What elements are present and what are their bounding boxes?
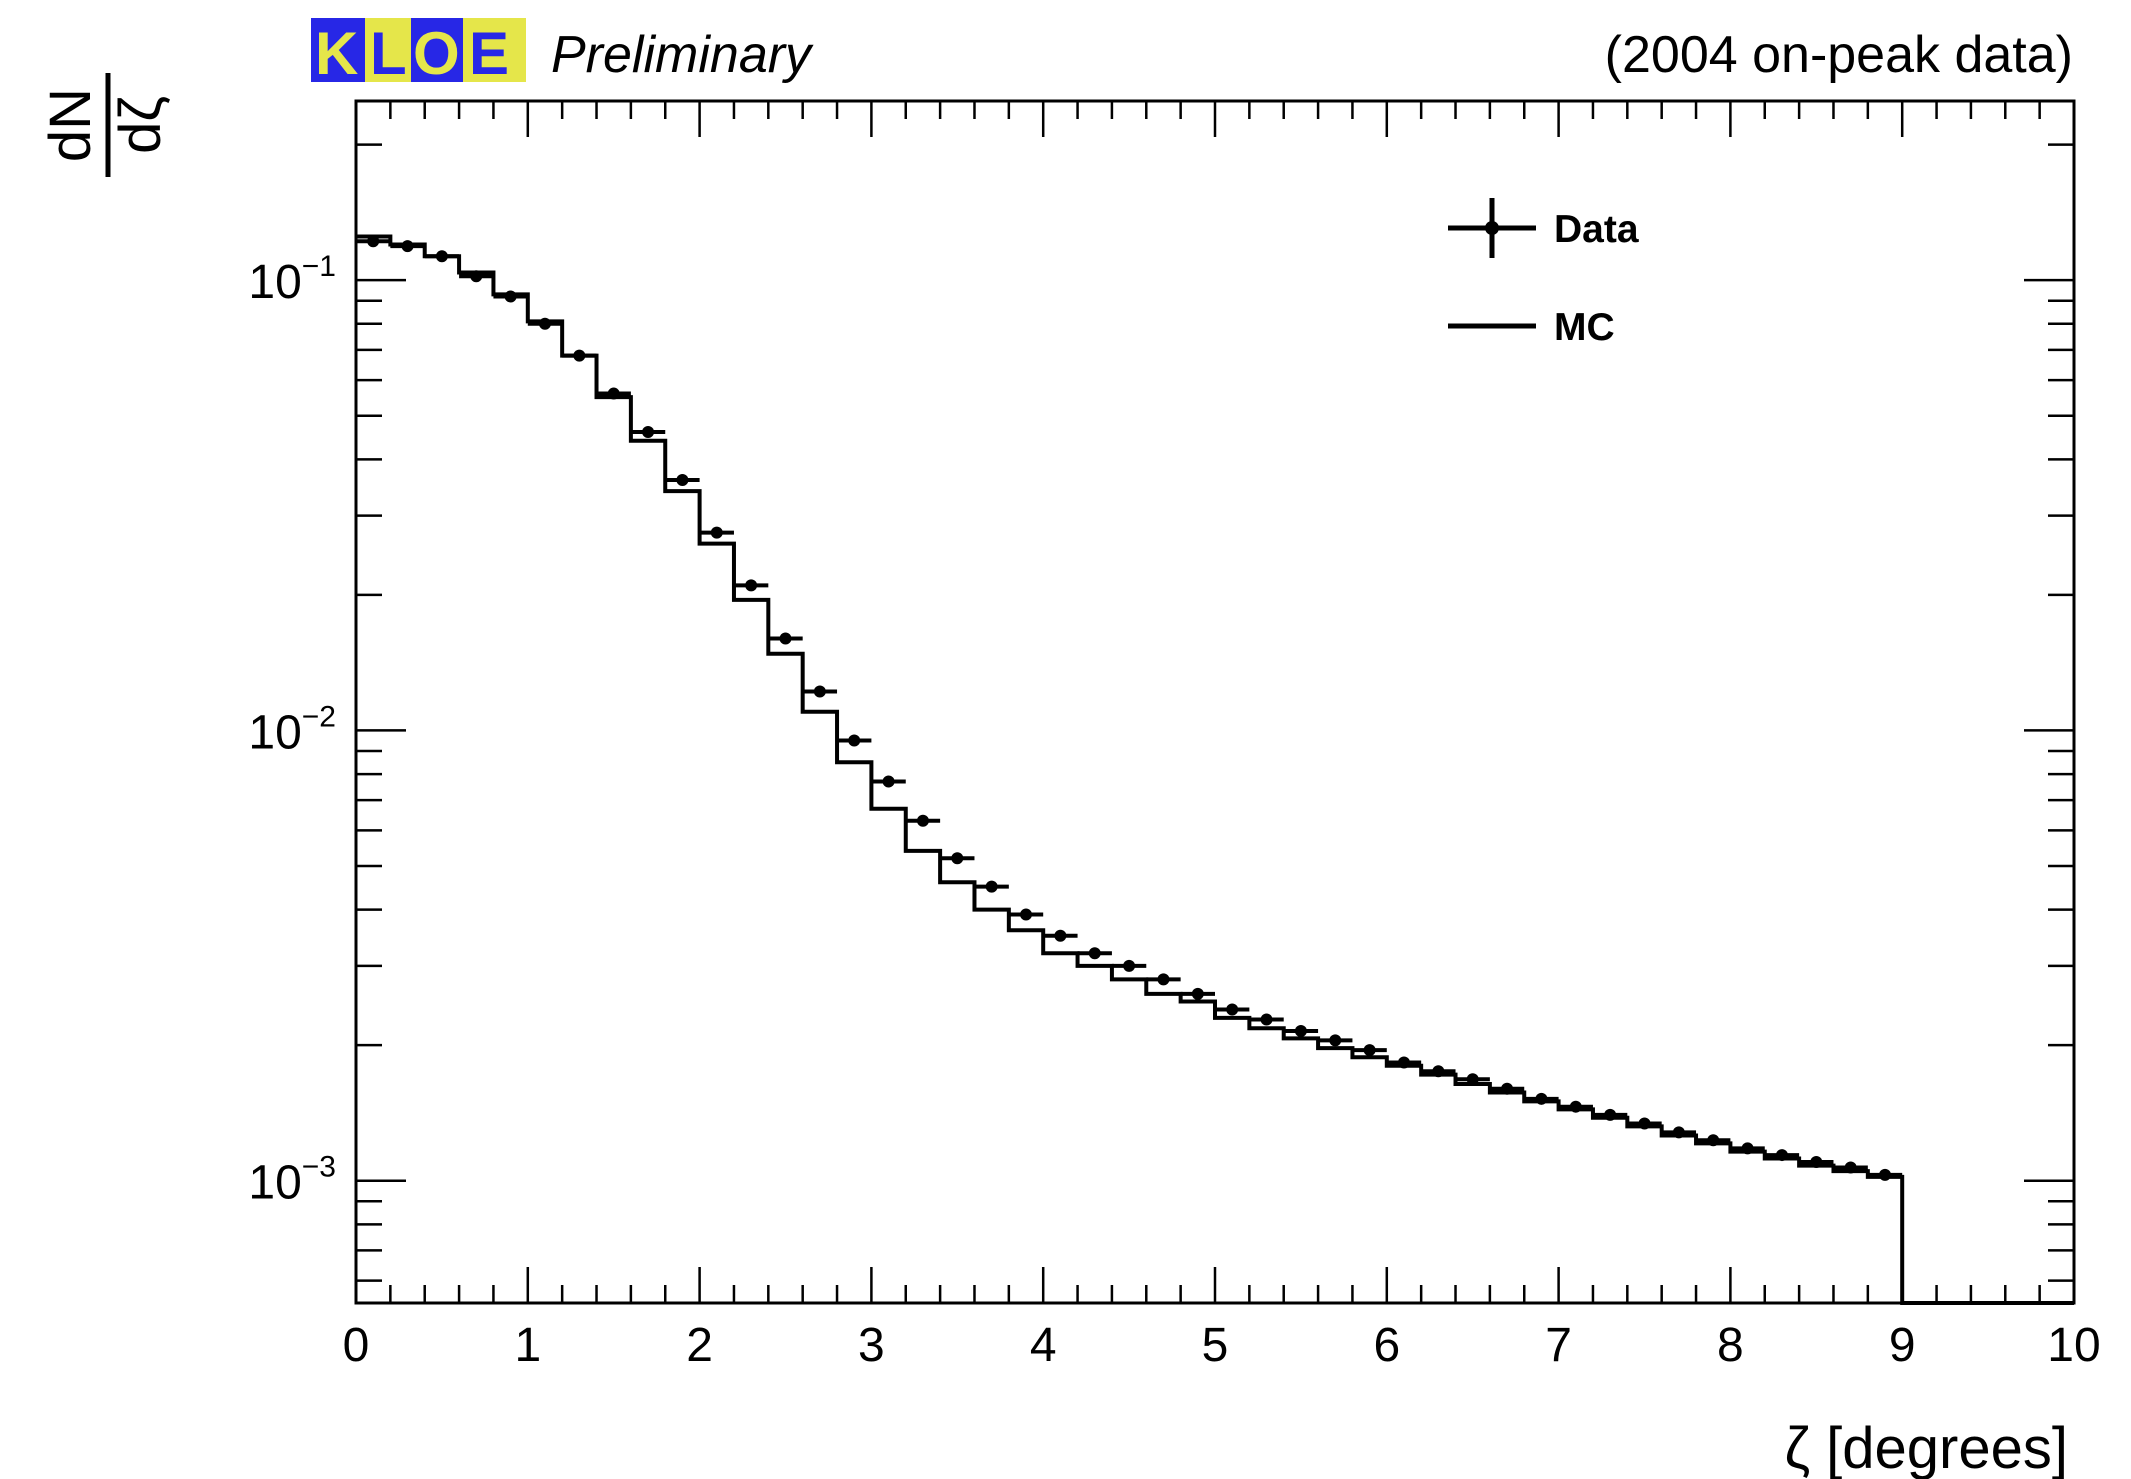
data-point	[916, 814, 929, 827]
y-axis-title-numerator: dN	[38, 88, 103, 162]
x-tick-label: 3	[858, 1319, 885, 1372]
logo-bg-o	[411, 18, 463, 82]
x-tick-label: 10	[2047, 1319, 2100, 1372]
data-point	[1672, 1126, 1685, 1139]
logo-letter-e: E	[469, 20, 509, 87]
y-axis-title: dN dζ	[38, 73, 173, 177]
data-point	[813, 685, 826, 698]
data-point	[676, 473, 689, 486]
data-point	[710, 526, 723, 539]
data-point	[1501, 1082, 1514, 1095]
y-axis-title-denominator: dζ	[108, 96, 173, 154]
data-point	[367, 235, 380, 248]
data-point	[504, 290, 517, 303]
logo-bg-k	[311, 18, 365, 82]
y-tick-label-base: 10	[248, 256, 301, 309]
legend: Data MC	[1448, 198, 1639, 349]
data-point	[538, 317, 551, 330]
x-tick-label: 5	[1202, 1319, 1229, 1372]
data-point	[985, 880, 998, 893]
data-point	[1123, 959, 1136, 972]
y-tick-label: 10−1	[248, 250, 336, 309]
x-tick-label: 8	[1717, 1319, 1744, 1372]
data-point	[745, 579, 758, 592]
data-point	[1432, 1065, 1445, 1078]
data-point	[1191, 987, 1204, 1000]
data-point	[1466, 1073, 1479, 1086]
plot-frame	[354, 99, 2076, 1305]
data-point	[1844, 1161, 1857, 1174]
preliminary-label: Preliminary	[551, 26, 814, 84]
y-tick-label-exponent: −2	[302, 700, 336, 733]
data-point	[1260, 1013, 1273, 1026]
y-tick-label: 10−2	[248, 700, 336, 759]
data-point	[1775, 1149, 1788, 1162]
data-point	[1020, 908, 1033, 921]
data-point	[1226, 1003, 1239, 1016]
x-tick-label: 6	[1373, 1319, 1400, 1372]
x-axis-title: ζ [degrees]	[1784, 1416, 2068, 1479]
data-point	[1638, 1117, 1651, 1130]
y-tick-label-exponent: −1	[302, 250, 336, 283]
data-point	[1088, 947, 1101, 960]
run-label: (2004 on-peak data)	[1605, 26, 2073, 84]
data-point	[1397, 1056, 1410, 1069]
data-point	[848, 734, 861, 747]
data-point	[779, 632, 792, 645]
data-point	[1741, 1142, 1754, 1155]
x-tick-label: 0	[343, 1319, 370, 1372]
data-point	[1054, 929, 1067, 942]
legend-data-marker-dot	[1485, 221, 1499, 235]
legend-data-label: Data	[1554, 208, 1639, 251]
data-point	[951, 852, 964, 865]
y-tick-label: 10−3	[248, 1151, 336, 1210]
logo-bg-e	[463, 18, 526, 82]
data-point	[573, 349, 586, 362]
data-point	[607, 387, 620, 400]
data-point	[435, 250, 448, 263]
logo-letter-k: K	[315, 20, 358, 87]
y-tick-label-exponent: −3	[302, 1151, 336, 1184]
logo-letter-o: O	[413, 20, 460, 87]
data-point	[401, 240, 414, 253]
data-point	[1569, 1100, 1582, 1113]
x-tick-label: 2	[686, 1319, 713, 1372]
kloe-logo: K L O E	[311, 18, 526, 87]
data-point	[1157, 973, 1170, 986]
data-series	[356, 235, 1903, 1181]
x-tick-label: 4	[1030, 1319, 1057, 1372]
data-point	[1810, 1156, 1823, 1169]
data-point	[882, 775, 895, 788]
data-point	[1707, 1134, 1720, 1147]
y-tick-label-base: 10	[248, 1157, 301, 1210]
data-point	[1294, 1025, 1307, 1038]
x-tick-label: 1	[514, 1319, 541, 1372]
data-point	[1535, 1092, 1548, 1105]
logo-bg-l	[365, 18, 411, 82]
logo-letter-l: L	[370, 20, 407, 87]
data-point	[1879, 1168, 1892, 1181]
axis-ticks	[354, 101, 2076, 1303]
data-point	[1604, 1108, 1617, 1121]
y-tick-label-base: 10	[248, 706, 301, 759]
legend-mc-label: MC	[1554, 306, 1615, 349]
data-point	[1329, 1034, 1342, 1047]
data-point	[1363, 1044, 1376, 1057]
data-point	[470, 270, 483, 283]
data-point	[642, 426, 655, 439]
x-tick-label: 7	[1545, 1319, 1572, 1372]
x-tick-label: 9	[1889, 1319, 1916, 1372]
